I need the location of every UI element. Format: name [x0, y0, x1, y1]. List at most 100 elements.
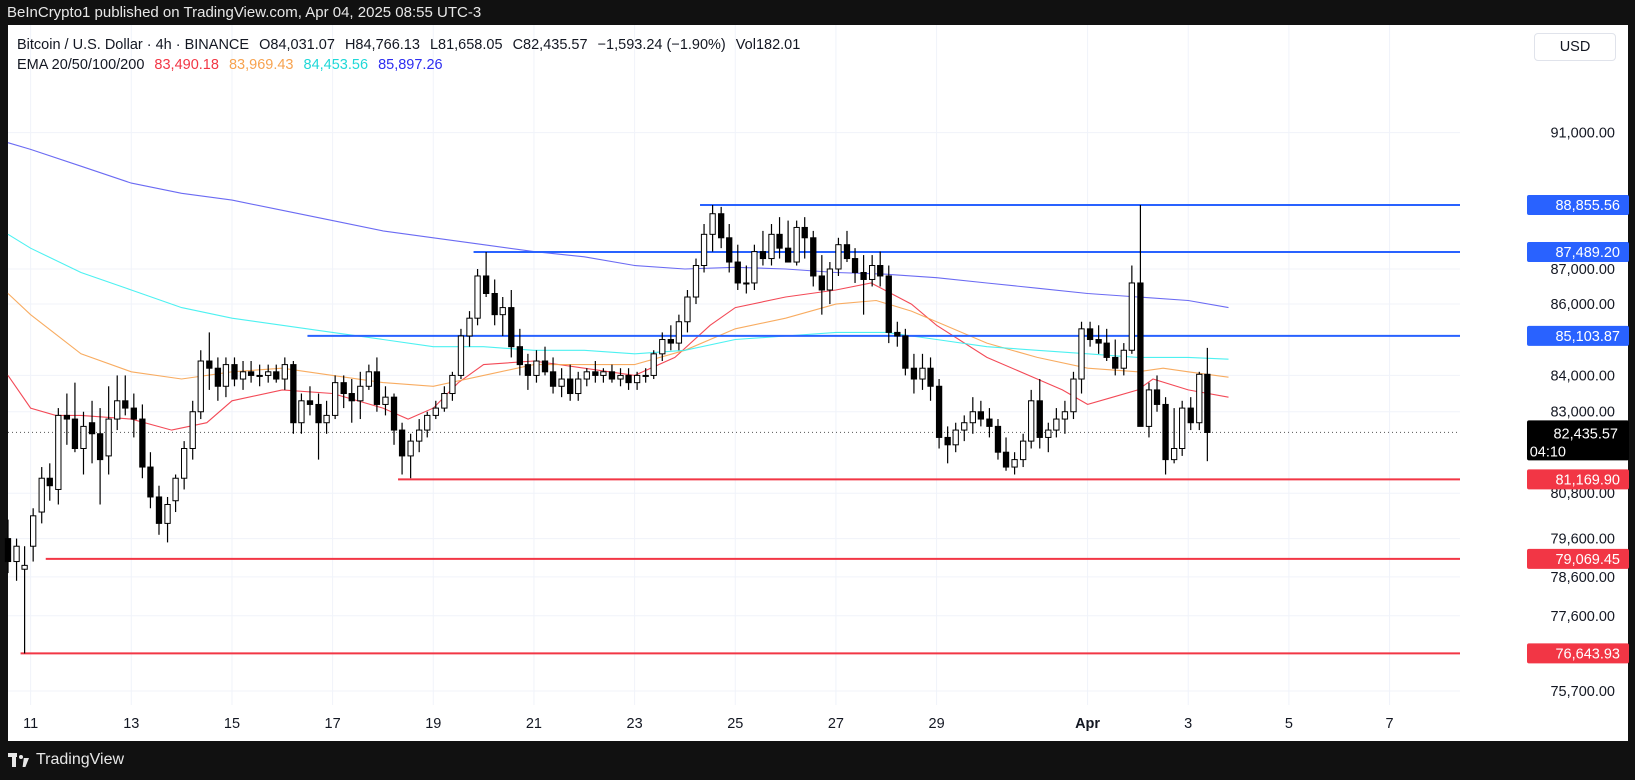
candle[interactable]: [583, 368, 590, 387]
candle[interactable]: [927, 357, 934, 401]
candle[interactable]: [1002, 437, 1010, 471]
candle[interactable]: [181, 441, 188, 490]
candle[interactable]: [860, 255, 867, 315]
candle[interactable]: [466, 311, 473, 347]
candle[interactable]: [491, 279, 498, 326]
candle[interactable]: [541, 346, 549, 376]
candle[interactable]: [105, 386, 112, 475]
candle[interactable]: [1137, 205, 1144, 427]
candle[interactable]: [21, 546, 28, 654]
candle[interactable]: [675, 314, 683, 351]
candle[interactable]: [1078, 321, 1085, 394]
candle[interactable]: [1162, 397, 1169, 475]
candle[interactable]: [30, 508, 37, 562]
candle[interactable]: [608, 364, 616, 383]
candle[interactable]: [935, 379, 943, 449]
candle[interactable]: [1112, 339, 1119, 376]
candle[interactable]: [1028, 389, 1035, 449]
candle[interactable]: [1061, 400, 1069, 434]
candle[interactable]: [801, 217, 808, 259]
ema-label[interactable]: EMA 20/50/100/200: [17, 57, 145, 73]
candle[interactable]: [122, 375, 129, 416]
candle[interactable]: [424, 411, 431, 438]
candle[interactable]: [474, 268, 481, 326]
candle[interactable]: [441, 386, 448, 412]
candle[interactable]: [55, 408, 62, 505]
candle[interactable]: [944, 426, 951, 464]
candle[interactable]: [340, 375, 347, 409]
candle[interactable]: [13, 538, 20, 581]
candle[interactable]: [659, 332, 666, 362]
candle[interactable]: [633, 371, 641, 390]
candle[interactable]: [869, 255, 876, 287]
candle[interactable]: [768, 224, 775, 266]
candle[interactable]: [784, 220, 792, 263]
candle[interactable]: [172, 474, 179, 513]
candle[interactable]: [88, 400, 96, 464]
candle[interactable]: [692, 258, 700, 305]
candle[interactable]: [549, 357, 557, 394]
candle[interactable]: [357, 371, 364, 420]
candle[interactable]: [969, 397, 976, 434]
candle[interactable]: [222, 357, 230, 398]
candle[interactable]: [365, 364, 373, 390]
candle[interactable]: [1045, 422, 1052, 453]
candle[interactable]: [600, 368, 607, 383]
candle[interactable]: [885, 265, 892, 344]
candle[interactable]: [994, 419, 1002, 460]
candle[interactable]: [851, 248, 859, 283]
candle[interactable]: [80, 411, 87, 475]
candle[interactable]: [1196, 371, 1203, 431]
candle[interactable]: [877, 251, 884, 287]
candle[interactable]: [709, 205, 716, 252]
candle[interactable]: [155, 485, 163, 535]
candle[interactable]: [390, 393, 398, 445]
tradingview-logo[interactable]: TradingView: [8, 751, 124, 769]
candle[interactable]: [71, 382, 79, 453]
candles[interactable]: [4, 205, 1211, 654]
candle[interactable]: [961, 415, 968, 442]
candle[interactable]: [1170, 408, 1178, 464]
candle[interactable]: [508, 289, 515, 358]
chart-frame[interactable]: [8, 25, 1628, 741]
candle[interactable]: [625, 368, 632, 390]
candle[interactable]: [189, 400, 196, 460]
candle[interactable]: [398, 422, 406, 475]
candle[interactable]: [348, 379, 355, 423]
candle[interactable]: [1103, 328, 1110, 362]
candle[interactable]: [239, 361, 247, 390]
candle[interactable]: [482, 251, 490, 298]
candle[interactable]: [826, 262, 834, 305]
candle[interactable]: [416, 419, 423, 453]
candle[interactable]: [759, 230, 767, 266]
candle[interactable]: [910, 353, 918, 394]
candle[interactable]: [843, 230, 851, 263]
candle[interactable]: [718, 206, 725, 249]
candle[interactable]: [407, 433, 414, 479]
candle[interactable]: [567, 364, 574, 401]
candle[interactable]: [533, 350, 540, 383]
candle[interactable]: [96, 408, 104, 505]
candle[interactable]: [139, 404, 146, 479]
candle[interactable]: [231, 357, 238, 387]
candle[interactable]: [331, 375, 339, 420]
candle[interactable]: [617, 368, 624, 387]
time-axis[interactable]: 11 13 15 17 19 21 23 25 27 29 Apr 3 5 7: [23, 716, 1393, 732]
candle[interactable]: [902, 328, 909, 376]
candle[interactable]: [197, 350, 204, 420]
candle[interactable]: [524, 353, 532, 390]
candle[interactable]: [1128, 265, 1136, 354]
candle[interactable]: [214, 357, 222, 401]
candle[interactable]: [1145, 382, 1153, 438]
candle[interactable]: [63, 393, 71, 445]
candle[interactable]: [382, 386, 389, 416]
candle[interactable]: [265, 364, 272, 383]
candle[interactable]: [1086, 321, 1094, 347]
candle[interactable]: [38, 467, 45, 524]
candle[interactable]: [130, 393, 137, 438]
candle[interactable]: [4, 519, 12, 574]
candle[interactable]: [457, 328, 465, 380]
candle[interactable]: [1187, 397, 1194, 431]
candle[interactable]: [164, 496, 171, 543]
